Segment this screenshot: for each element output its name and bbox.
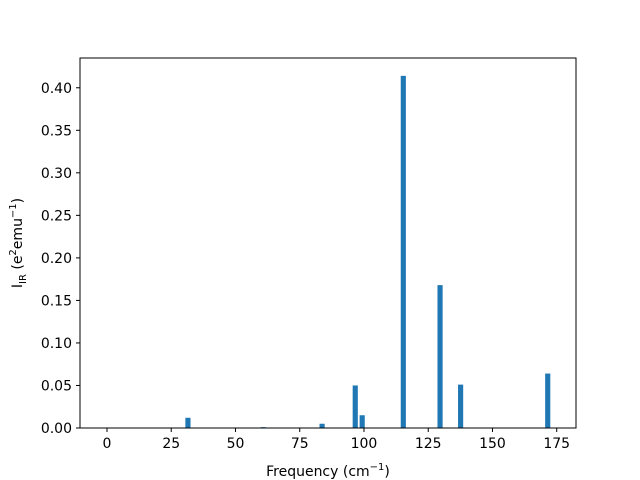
bar [437, 285, 443, 428]
x-tick-label: 75 [291, 436, 309, 452]
y-tick-label: 0.00 [41, 421, 72, 437]
y-tick-label: 0.35 [41, 123, 72, 139]
x-axis-label: Frequency (cm−1) [266, 462, 390, 480]
x-tick-label: 175 [543, 436, 570, 452]
bars-group [185, 75, 551, 429]
bar [185, 417, 191, 428]
y-tick-label: 0.40 [41, 81, 72, 97]
x-tick-label: 125 [415, 436, 442, 452]
y-tick-label: 0.30 [41, 166, 72, 182]
bar [545, 373, 551, 428]
y-tick-label: 0.05 [41, 378, 72, 394]
x-tick-label: 50 [227, 436, 245, 452]
bar [319, 423, 325, 428]
x-tick-label: 100 [351, 436, 378, 452]
x-tick-label: 25 [162, 436, 180, 452]
plot-frame [79, 57, 577, 429]
y-tick-label: 0.10 [41, 336, 72, 352]
y-axis-ticks: 0.00 0.05 0.10 0.15 0.20 0.25 0.30 0.35 0.40 [41, 81, 80, 437]
y-tick-label: 0.20 [41, 251, 72, 267]
x-tick-label: 0 [103, 436, 112, 452]
y-axis-label: IIR (e2emu−1) [8, 198, 29, 288]
x-axis-ticks: 0 25 50 75 100 125 150 175 [103, 428, 570, 452]
bar [458, 384, 464, 428]
bar [359, 415, 365, 428]
x-tick-label: 150 [479, 436, 506, 452]
y-tick-label: 0.25 [41, 208, 72, 224]
y-tick-label: 0.15 [41, 293, 72, 309]
bar [400, 75, 406, 429]
bar [352, 385, 358, 428]
